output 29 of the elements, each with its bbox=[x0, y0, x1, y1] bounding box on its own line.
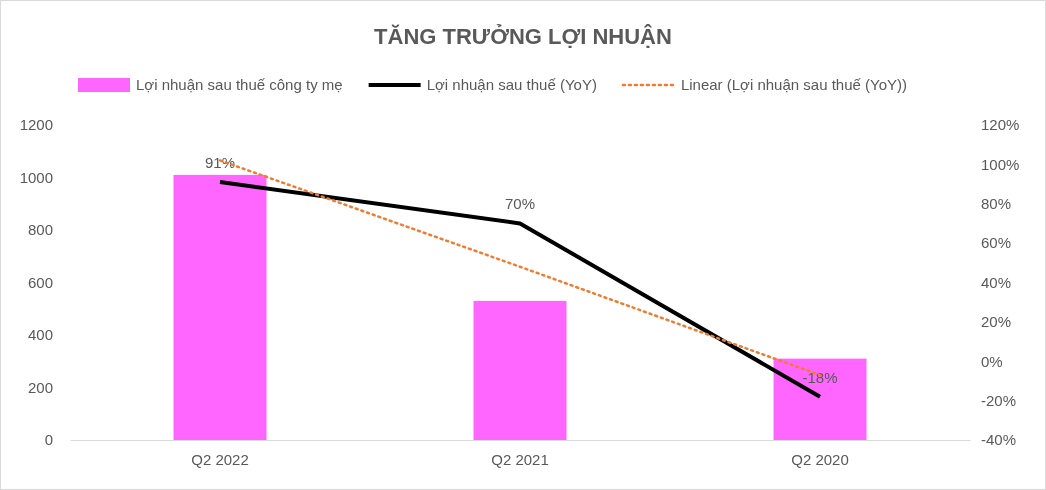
y2-tick-label: -40% bbox=[981, 431, 1017, 449]
data-label: 70% bbox=[504, 195, 536, 213]
y2-tick-label: 60% bbox=[981, 234, 1012, 252]
y2-tick-label: 120% bbox=[981, 116, 1020, 134]
data-label: -18% bbox=[802, 368, 838, 386]
y-tick-label: 800 bbox=[27, 221, 53, 239]
x-tick-label: Q2 2020 bbox=[791, 450, 849, 468]
y2-tick-label: 40% bbox=[981, 273, 1012, 291]
y2-tick-label: 0% bbox=[981, 352, 1003, 370]
bar bbox=[473, 300, 567, 440]
legend-label: Lợi nhuận sau thuế (YoY) bbox=[426, 76, 597, 93]
chart-title: TĂNG TRƯỞNG LỢI NHUẬN bbox=[374, 24, 672, 49]
y2-tick-label: 100% bbox=[981, 155, 1020, 173]
y-tick-label: 1000 bbox=[19, 168, 53, 186]
y2-tick-label: -20% bbox=[981, 391, 1017, 409]
bar bbox=[173, 174, 267, 440]
y-tick-label: 0 bbox=[44, 431, 53, 449]
bar bbox=[773, 358, 867, 440]
y2-tick-label: 80% bbox=[981, 195, 1012, 213]
y-tick-label: 1200 bbox=[19, 116, 53, 134]
y2-tick-label: 20% bbox=[981, 313, 1012, 331]
legend-label: Lợi nhuận sau thuế công ty mẹ bbox=[136, 76, 343, 93]
y-tick-label: 400 bbox=[27, 326, 53, 344]
x-tick-label: Q2 2021 bbox=[491, 450, 549, 468]
data-label: 91% bbox=[204, 154, 236, 172]
x-tick-label: Q2 2022 bbox=[191, 450, 249, 468]
legend-label: Linear (Lợi nhuận sau thuế (YoY)) bbox=[680, 76, 907, 93]
y-tick-label: 600 bbox=[27, 273, 53, 291]
y-tick-label: 200 bbox=[27, 378, 53, 396]
